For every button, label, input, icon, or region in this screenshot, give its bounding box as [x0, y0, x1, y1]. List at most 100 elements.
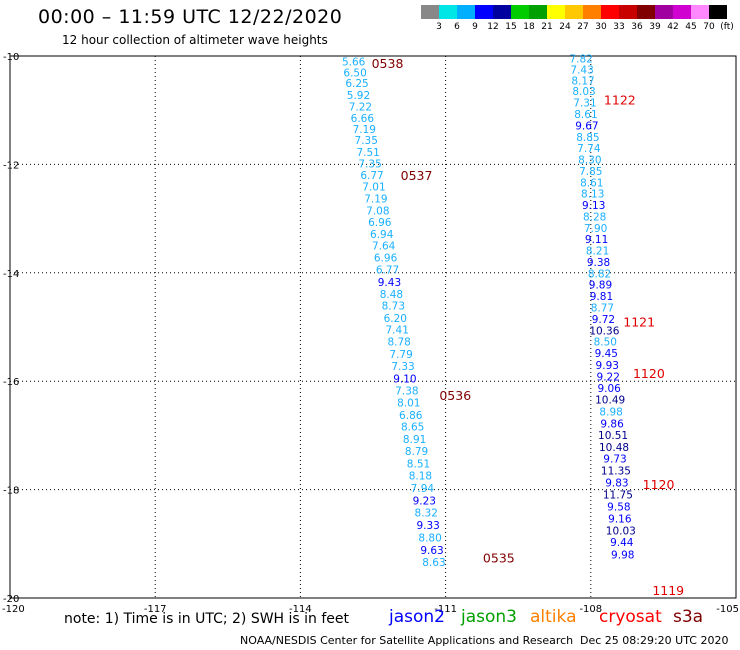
credit-text: NOAA/NESDIS Center for Satellite Applica… [240, 634, 574, 647]
swh-value: 9.13 [582, 200, 605, 212]
swh-value: 9.58 [607, 501, 630, 513]
swh-value: 9.93 [596, 360, 619, 372]
swh-value: 6.25 [345, 78, 368, 90]
swh-value: 9.67 [575, 120, 598, 132]
generated-timestamp: Dec 25 08:29:20 UTC 2020 [580, 634, 729, 647]
swh-value: 7.79 [389, 349, 412, 361]
color-swatch [511, 5, 529, 19]
swh-value: 7.35 [355, 135, 378, 147]
color-scale-label: 36 [631, 22, 643, 32]
swh-value: 9.44 [610, 537, 634, 549]
swh-value: 8.91 [403, 434, 426, 446]
swh-value: 8.78 [387, 337, 410, 349]
y-tick-label: -18 [3, 486, 19, 497]
swh-value: 5.92 [347, 90, 370, 102]
pass-time-label: 1121 [623, 315, 655, 330]
color-swatch [583, 5, 601, 19]
swh-value: 9.45 [595, 348, 618, 360]
chart-subtitle: 12 hour collection of altimeter wave hei… [62, 33, 328, 47]
color-scale-label: 39 [649, 22, 661, 32]
swh-value: 10.49 [595, 395, 625, 407]
x-tick-label: -117 [144, 604, 167, 615]
swh-value: 8.13 [581, 189, 604, 201]
color-scale-label: 18 [523, 22, 535, 32]
color-swatch [655, 5, 673, 19]
swh-value: 8.65 [401, 422, 424, 434]
swh-value: 7.94 [411, 483, 435, 495]
y-tick-label: -12 [3, 160, 19, 171]
y-tick-label: -16 [3, 377, 19, 388]
swh-value: 6.20 [384, 313, 407, 325]
swh-value: 8.85 [576, 132, 599, 144]
swh-value: 6.50 [343, 67, 366, 79]
swh-value: 9.86 [600, 418, 624, 430]
swh-value: 8.82 [588, 268, 611, 280]
swh-value: 7.38 [395, 385, 418, 397]
pass-time-label: 0538 [372, 56, 404, 71]
y-tick-label: -10 [3, 52, 19, 63]
y-tick-label: -20 [3, 594, 19, 605]
color-swatch [421, 5, 439, 19]
color-scale-label: 33 [613, 22, 625, 32]
pass-time-label: 0535 [483, 550, 515, 565]
swh-value: 8.80 [418, 532, 441, 544]
swh-value: 10.51 [598, 430, 628, 442]
color-scale-label: 42 [667, 22, 679, 32]
swh-value: 5.66 [342, 56, 366, 68]
swh-value: 7.43 [570, 65, 593, 77]
color-scale-label: 9 [472, 22, 478, 32]
swh-value: 9.89 [589, 280, 612, 292]
swh-value: 8.32 [415, 507, 438, 519]
footer-note: note: 1) Time is in UTC; 2) SWH is in fe… [64, 611, 350, 627]
swh-value: 9.98 [611, 550, 634, 562]
color-scale-label: 70 [703, 22, 715, 32]
swh-value: 8.98 [599, 407, 622, 419]
swh-value: 9.73 [603, 454, 626, 466]
color-scale-label: 6 [454, 22, 460, 32]
swh-value: 9.06 [597, 383, 621, 395]
swh-value: 8.28 [583, 211, 606, 223]
x-tick-label: -105 [716, 604, 739, 615]
swh-value: 6.94 [370, 229, 394, 241]
swh-value: 8.21 [586, 246, 609, 258]
swh-value: 6.66 [351, 113, 375, 125]
swh-value: 10.03 [606, 525, 636, 537]
swh-value: 7.90 [584, 223, 607, 235]
swh-value: 7.19 [353, 124, 376, 136]
swh-value: 7.19 [364, 194, 387, 206]
swh-value: 7.41 [386, 325, 409, 337]
legend-s3a: s3a [673, 607, 704, 627]
swh-value: 9.33 [416, 520, 439, 532]
swh-value: 7.51 [356, 147, 379, 159]
swh-value: 7.82 [569, 54, 592, 66]
swh-value: 7.08 [366, 205, 389, 217]
color-scale-label: 12 [487, 22, 499, 32]
legend-cryosat: cryosat [599, 607, 662, 627]
color-scale-label: 30 [595, 22, 607, 32]
swh-value: 7.01 [362, 182, 385, 194]
color-scale-label: (ft) [720, 22, 734, 32]
pass-time-label: 1119 [652, 583, 684, 598]
swh-value: 8.77 [591, 302, 614, 314]
color-scale-label: 21 [541, 22, 553, 32]
color-swatch [709, 5, 727, 19]
swh-value: 7.31 [573, 98, 596, 110]
color-swatch [457, 5, 475, 19]
swh-value: 6.96 [374, 253, 398, 265]
pass-time-label: 0536 [439, 388, 471, 403]
legend-altika: altika [530, 607, 577, 627]
swh-value: 9.81 [590, 291, 613, 303]
color-swatch [529, 5, 547, 19]
color-swatch [439, 5, 457, 19]
swh-value: 8.50 [594, 337, 617, 349]
color-swatch [475, 5, 493, 19]
swh-value: 8.73 [382, 300, 405, 312]
y-tick-label: -14 [3, 269, 19, 280]
swh-value: 10.48 [599, 442, 629, 454]
x-tick-label: -120 [2, 604, 25, 615]
swh-value: 7.35 [358, 158, 381, 170]
x-tick-label: -108 [579, 604, 602, 615]
swh-value: 10.36 [589, 325, 619, 337]
color-scale-label: 15 [505, 22, 517, 32]
